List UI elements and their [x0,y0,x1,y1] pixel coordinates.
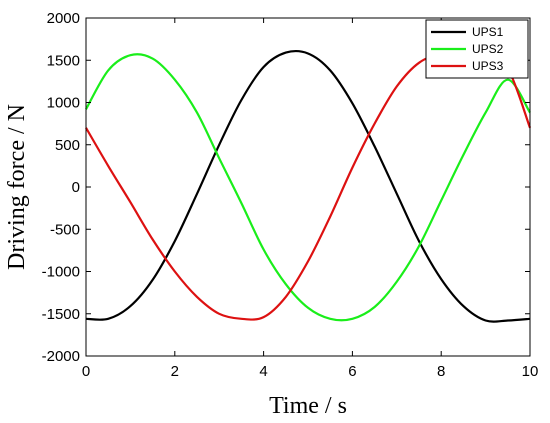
y-tick-label: 0 [72,179,80,196]
y-tick-label: 500 [55,137,80,154]
y-tick-label: 1000 [47,95,80,112]
x-tick-label: 0 [82,363,90,380]
y-tick-label: 2000 [47,10,80,27]
x-tick-label: 8 [437,363,445,380]
x-tick-label: 4 [259,363,267,380]
y-tick-label: -2000 [42,348,80,365]
y-axis-label: Driving force / N [4,104,30,270]
legend: UPS1 UPS2 UPS3 [425,19,529,79]
plot-lines [85,50,532,323]
legend-label: UPS3 [472,59,504,73]
y-tick-label: -1000 [42,264,80,281]
x-axis-label: Time / s [269,393,347,419]
y-tick-label: 1500 [47,52,80,69]
legend-label: UPS2 [472,42,504,56]
x-tick-label: 10 [522,363,539,380]
y-tick-label: -1500 [42,306,80,323]
x-tick-label: 2 [171,363,179,380]
x-tick-label: 6 [348,363,356,380]
series-line-ups1 [85,50,531,323]
legend-label: UPS1 [472,25,504,39]
series-line-ups2 [85,53,531,322]
y-tick-label: -500 [50,221,80,238]
axis-ticks: 0 2 4 6 8 10 -2000 -1500 -1000 -500 0 500 1000 1500 20… [42,10,539,380]
